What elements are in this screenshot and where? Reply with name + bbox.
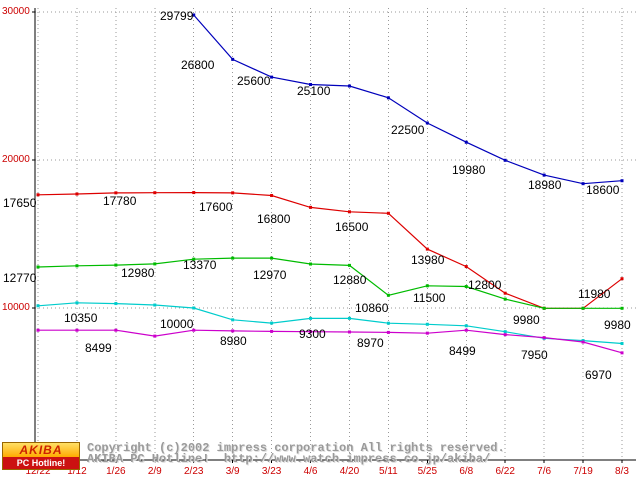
- copyright-block: Copyright (c)2002 impress corporation Al…: [87, 442, 505, 465]
- copyright-line: Copyright (c)2002 impress corporation Al…: [87, 441, 505, 455]
- point-label: 18980: [528, 178, 562, 192]
- point-label: 11980: [578, 287, 611, 301]
- point-label: 17600: [199, 200, 233, 214]
- point-label: 8970: [357, 336, 384, 350]
- point-label: 12980: [121, 266, 155, 280]
- point-label: 16800: [257, 212, 291, 226]
- x-tick-label: 12/22: [25, 466, 51, 477]
- point-label: 12770: [3, 271, 37, 285]
- x-tick-label: 4/6: [303, 466, 318, 477]
- x-tick-label: 5/11: [379, 466, 398, 477]
- x-tick-label: 7/19: [573, 466, 593, 477]
- x-tick-label: 6/8: [459, 466, 474, 477]
- x-tick-label: 2/23: [183, 466, 204, 477]
- x-tick-label: 2/9: [147, 466, 162, 477]
- point-label: 8499: [449, 344, 476, 358]
- x-tick-label: 3/23: [261, 466, 282, 477]
- x-tick-label: 6/22: [495, 466, 515, 477]
- site-url-line: AKIBA PC Hotline! http://www.watch.impre…: [87, 452, 491, 466]
- point-label: 12800: [468, 278, 502, 292]
- x-tick-label: 3/9: [225, 466, 240, 477]
- y-tick-label: 20000: [2, 154, 30, 165]
- point-label: 12880: [333, 273, 367, 287]
- point-label: 12970: [253, 268, 287, 282]
- point-label: 8980: [220, 334, 247, 348]
- pc-hotline-logo-text: PC Hotline!: [3, 457, 79, 469]
- point-label: 17780: [103, 194, 137, 208]
- point-label: 13370: [183, 258, 217, 272]
- point-label: 29799: [160, 9, 194, 23]
- point-label: 11500: [413, 291, 446, 305]
- point-label: 9980: [513, 313, 540, 327]
- point-label: 25600: [237, 74, 271, 88]
- x-tick-label: 4/20: [339, 466, 360, 477]
- point-label: 10000: [160, 317, 194, 331]
- point-label: 16500: [335, 220, 369, 234]
- footer: AKIBA PC Hotline! Copyright (c)2002 impr…: [2, 442, 505, 470]
- point-label: 18600: [586, 183, 620, 197]
- point-label: 9980: [604, 318, 631, 332]
- x-tick-label: 7/6: [537, 466, 552, 477]
- point-label: 25100: [297, 84, 331, 98]
- point-label: 22500: [391, 123, 425, 137]
- point-label: 6970: [585, 368, 612, 382]
- point-label: 10350: [64, 311, 98, 325]
- point-label: 8499: [85, 341, 112, 355]
- point-label: 10860: [355, 301, 389, 315]
- point-label: 26800: [181, 58, 215, 72]
- akiba-logo-text: AKIBA: [3, 443, 79, 457]
- point-label: 13980: [411, 253, 445, 267]
- y-tick-label: 30000: [2, 6, 30, 17]
- point-label: 9300: [299, 327, 326, 341]
- point-label: 17650: [3, 196, 37, 210]
- point-label: 7950: [521, 348, 548, 362]
- y-tick-label: 10000: [2, 302, 30, 313]
- akiba-logo: AKIBA PC Hotline!: [2, 442, 80, 470]
- point-label: 19980: [452, 163, 486, 177]
- x-tick-label: 8/3: [615, 466, 629, 477]
- x-tick-label: 1/12: [67, 466, 87, 477]
- x-tick-label: 5/25: [417, 466, 438, 477]
- x-tick-label: 1/26: [106, 466, 126, 477]
